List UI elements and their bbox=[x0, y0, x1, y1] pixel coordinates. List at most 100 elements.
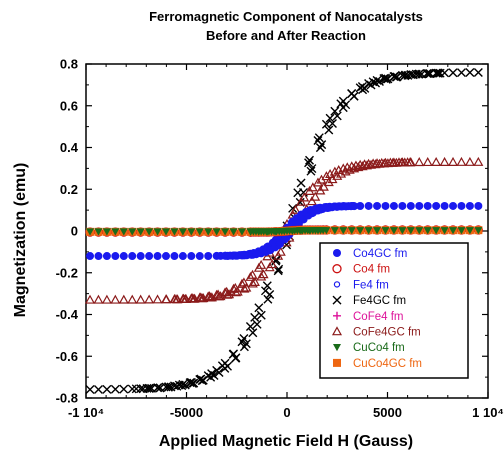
data-point bbox=[439, 156, 450, 166]
data-point bbox=[224, 289, 235, 299]
data-point bbox=[449, 201, 458, 210]
data-point bbox=[127, 384, 137, 394]
series-co4gc-fm bbox=[86, 201, 483, 261]
data-point bbox=[155, 383, 165, 393]
data-point bbox=[248, 328, 258, 338]
data-point bbox=[449, 227, 458, 235]
data-point bbox=[85, 294, 96, 304]
data-point bbox=[131, 384, 141, 394]
data-point bbox=[170, 228, 179, 236]
data-point bbox=[258, 269, 269, 279]
data-point bbox=[406, 201, 415, 210]
y-tick-label: 0.6 bbox=[60, 98, 78, 113]
data-point bbox=[232, 286, 243, 296]
data-point bbox=[371, 78, 381, 88]
series-cuco4-fm bbox=[86, 227, 483, 236]
data-point bbox=[379, 158, 390, 168]
data-point bbox=[204, 291, 215, 301]
data-point bbox=[327, 174, 338, 184]
data-point bbox=[433, 68, 443, 78]
x-tick-label: -1 10⁴ bbox=[68, 405, 104, 420]
data-point bbox=[102, 228, 111, 236]
y-tick-label: -0.6 bbox=[56, 349, 78, 364]
data-point bbox=[166, 382, 176, 392]
data-point bbox=[440, 201, 449, 210]
data-point bbox=[241, 339, 251, 349]
data-point bbox=[247, 269, 258, 279]
data-point bbox=[432, 201, 441, 210]
data-point bbox=[411, 69, 421, 79]
y-tick-label: -0.8 bbox=[56, 391, 78, 406]
data-point bbox=[325, 113, 335, 123]
data-point bbox=[305, 155, 315, 165]
data-point bbox=[153, 383, 163, 393]
x-axis-title: Applied Magnetic Field H (Gauss) bbox=[159, 433, 413, 450]
data-point bbox=[344, 164, 355, 174]
legend-marker bbox=[333, 344, 341, 352]
data-point bbox=[237, 228, 246, 236]
data-point bbox=[473, 156, 484, 166]
data-point bbox=[368, 77, 378, 87]
chart-title: Ferromagnetic Component of Nanocatalysts… bbox=[149, 9, 423, 43]
data-point bbox=[188, 378, 197, 388]
data-point bbox=[356, 202, 365, 211]
legend-item: Fe4GC fm bbox=[332, 295, 406, 307]
data-point bbox=[299, 192, 310, 202]
data-point bbox=[423, 227, 432, 235]
data-point bbox=[161, 294, 172, 304]
data-point bbox=[465, 68, 475, 78]
legend-marker bbox=[332, 295, 342, 305]
data-point bbox=[368, 158, 379, 168]
y-tick-label: 0.2 bbox=[60, 182, 78, 197]
data-point bbox=[280, 235, 289, 244]
data-point bbox=[324, 125, 334, 135]
data-point bbox=[145, 228, 154, 236]
data-point bbox=[364, 227, 373, 235]
data-point bbox=[474, 227, 483, 235]
data-point bbox=[423, 201, 432, 210]
data-point bbox=[389, 201, 398, 210]
data-point bbox=[440, 227, 449, 235]
data-point bbox=[85, 385, 95, 395]
data-point bbox=[241, 282, 252, 292]
legend-marker bbox=[333, 281, 341, 288]
data-point bbox=[256, 310, 266, 320]
data-point bbox=[119, 252, 128, 261]
data-point bbox=[327, 118, 337, 128]
data-point bbox=[400, 70, 410, 80]
data-point bbox=[170, 252, 179, 261]
plot-area bbox=[85, 68, 484, 395]
data-point bbox=[101, 294, 112, 304]
data-point bbox=[398, 201, 407, 210]
x-tick-label: 1 10⁴ bbox=[472, 405, 504, 420]
data-point bbox=[181, 293, 192, 304]
series-fe4gc-fm bbox=[85, 68, 483, 395]
legend: Co4GC fm Co4 fm Fe4 fm Fe4GC fm CoFe4 fm CoFe… bbox=[319, 242, 469, 379]
data-point bbox=[189, 293, 200, 303]
data-point bbox=[465, 201, 474, 210]
legend-marker bbox=[332, 264, 342, 274]
data-point bbox=[389, 227, 398, 235]
data-point bbox=[110, 294, 121, 304]
data-point bbox=[153, 252, 162, 261]
data-point bbox=[94, 252, 103, 261]
data-point bbox=[245, 271, 256, 281]
data-point bbox=[230, 287, 241, 297]
data-point bbox=[136, 228, 145, 236]
data-point bbox=[424, 69, 434, 79]
data-point bbox=[457, 227, 466, 235]
chart-title-line1: Ferromagnetic Component of Nanocatalysts bbox=[149, 9, 423, 24]
data-point bbox=[465, 227, 474, 235]
data-point bbox=[321, 171, 332, 181]
data-point bbox=[356, 227, 365, 235]
legend-marker bbox=[333, 249, 341, 257]
y-tick-label: 0 bbox=[71, 224, 78, 239]
legend-marker bbox=[333, 311, 341, 320]
data-point bbox=[414, 69, 424, 79]
data-point bbox=[317, 140, 327, 150]
data-point bbox=[102, 252, 111, 261]
data-point bbox=[422, 68, 432, 78]
data-point bbox=[306, 196, 317, 206]
data-point bbox=[307, 164, 317, 174]
